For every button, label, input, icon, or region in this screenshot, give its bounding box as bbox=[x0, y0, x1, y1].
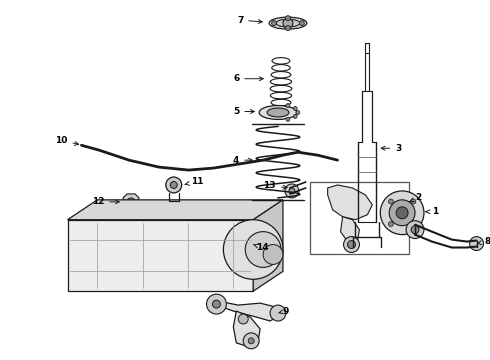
Polygon shape bbox=[214, 301, 280, 321]
Text: 13: 13 bbox=[264, 181, 287, 190]
Text: 5: 5 bbox=[233, 107, 254, 116]
Circle shape bbox=[270, 305, 286, 321]
Circle shape bbox=[286, 16, 291, 21]
Ellipse shape bbox=[269, 17, 307, 29]
Text: 3: 3 bbox=[381, 144, 401, 153]
Circle shape bbox=[166, 177, 182, 193]
Circle shape bbox=[286, 117, 290, 121]
Text: 7: 7 bbox=[237, 15, 262, 24]
Ellipse shape bbox=[259, 105, 297, 120]
Bar bbox=[68, 220, 253, 291]
Text: 9: 9 bbox=[279, 307, 290, 316]
Circle shape bbox=[299, 21, 304, 26]
Circle shape bbox=[411, 221, 416, 226]
Circle shape bbox=[389, 221, 393, 226]
Circle shape bbox=[245, 231, 281, 267]
Circle shape bbox=[248, 338, 254, 344]
Circle shape bbox=[127, 198, 135, 206]
Circle shape bbox=[343, 237, 360, 252]
Circle shape bbox=[289, 188, 295, 194]
Circle shape bbox=[296, 111, 300, 114]
Bar bbox=[310, 182, 409, 255]
Circle shape bbox=[406, 221, 424, 239]
Polygon shape bbox=[328, 185, 372, 220]
Text: 8: 8 bbox=[478, 237, 490, 246]
Circle shape bbox=[243, 333, 259, 349]
Polygon shape bbox=[68, 200, 283, 220]
Text: 10: 10 bbox=[55, 136, 78, 145]
Circle shape bbox=[206, 294, 226, 314]
Circle shape bbox=[263, 244, 283, 264]
Circle shape bbox=[271, 21, 276, 26]
Polygon shape bbox=[253, 200, 283, 291]
Text: 11: 11 bbox=[185, 177, 203, 186]
Text: 14: 14 bbox=[253, 243, 269, 252]
Ellipse shape bbox=[276, 19, 300, 27]
Circle shape bbox=[293, 114, 297, 118]
Circle shape bbox=[389, 199, 393, 204]
Text: 4: 4 bbox=[233, 156, 252, 165]
Circle shape bbox=[347, 240, 355, 248]
Text: 1: 1 bbox=[426, 207, 438, 216]
Polygon shape bbox=[123, 194, 139, 210]
Circle shape bbox=[293, 107, 297, 111]
Text: 6: 6 bbox=[233, 74, 263, 83]
Circle shape bbox=[469, 237, 484, 251]
Circle shape bbox=[238, 314, 248, 324]
Text: 2: 2 bbox=[410, 193, 421, 202]
Polygon shape bbox=[341, 217, 360, 248]
Circle shape bbox=[411, 226, 419, 234]
Circle shape bbox=[396, 207, 408, 219]
Circle shape bbox=[411, 199, 416, 204]
Circle shape bbox=[380, 191, 424, 235]
Circle shape bbox=[171, 181, 177, 188]
Ellipse shape bbox=[267, 108, 289, 117]
Circle shape bbox=[286, 26, 291, 31]
Circle shape bbox=[213, 300, 220, 308]
Circle shape bbox=[285, 184, 299, 198]
Circle shape bbox=[286, 104, 290, 108]
Circle shape bbox=[389, 200, 415, 226]
Polygon shape bbox=[233, 311, 260, 347]
Circle shape bbox=[223, 220, 283, 279]
Text: 12: 12 bbox=[92, 197, 119, 206]
Circle shape bbox=[283, 18, 293, 28]
